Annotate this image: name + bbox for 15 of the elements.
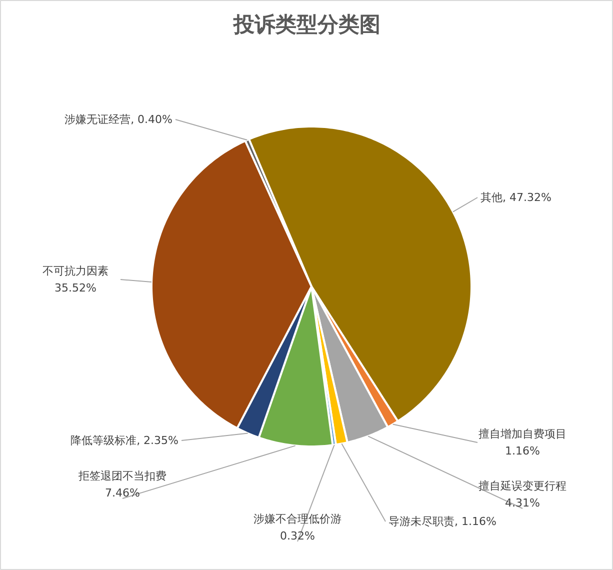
slice-label: 涉嫌不合理低价游 [254,512,342,526]
slice-label: 拒签退团不当扣费 [78,470,166,483]
slice-label: 涉嫌无证经营, 0.40% [64,113,172,126]
slice-label: 擅自增加自费项目 [478,428,566,441]
slice-label: 不可抗力因素 [42,264,108,278]
data-label: 35.52% [54,281,96,294]
data-label: 7.46% [105,486,140,500]
data-label: 0.32% [280,529,315,542]
slice-label: 擅自延误变更行程 [478,480,566,493]
data-label: 1.16% [505,444,540,458]
chart-title: 投诉类型分类图 [232,12,380,36]
slice-label: 降低等级标准, 2.35% [70,434,178,447]
slice-label: 导游未尽职责, 1.16% [388,515,496,528]
slice-label: 其他, 47.32% [480,191,552,204]
data-label: 4.31% [505,496,540,510]
